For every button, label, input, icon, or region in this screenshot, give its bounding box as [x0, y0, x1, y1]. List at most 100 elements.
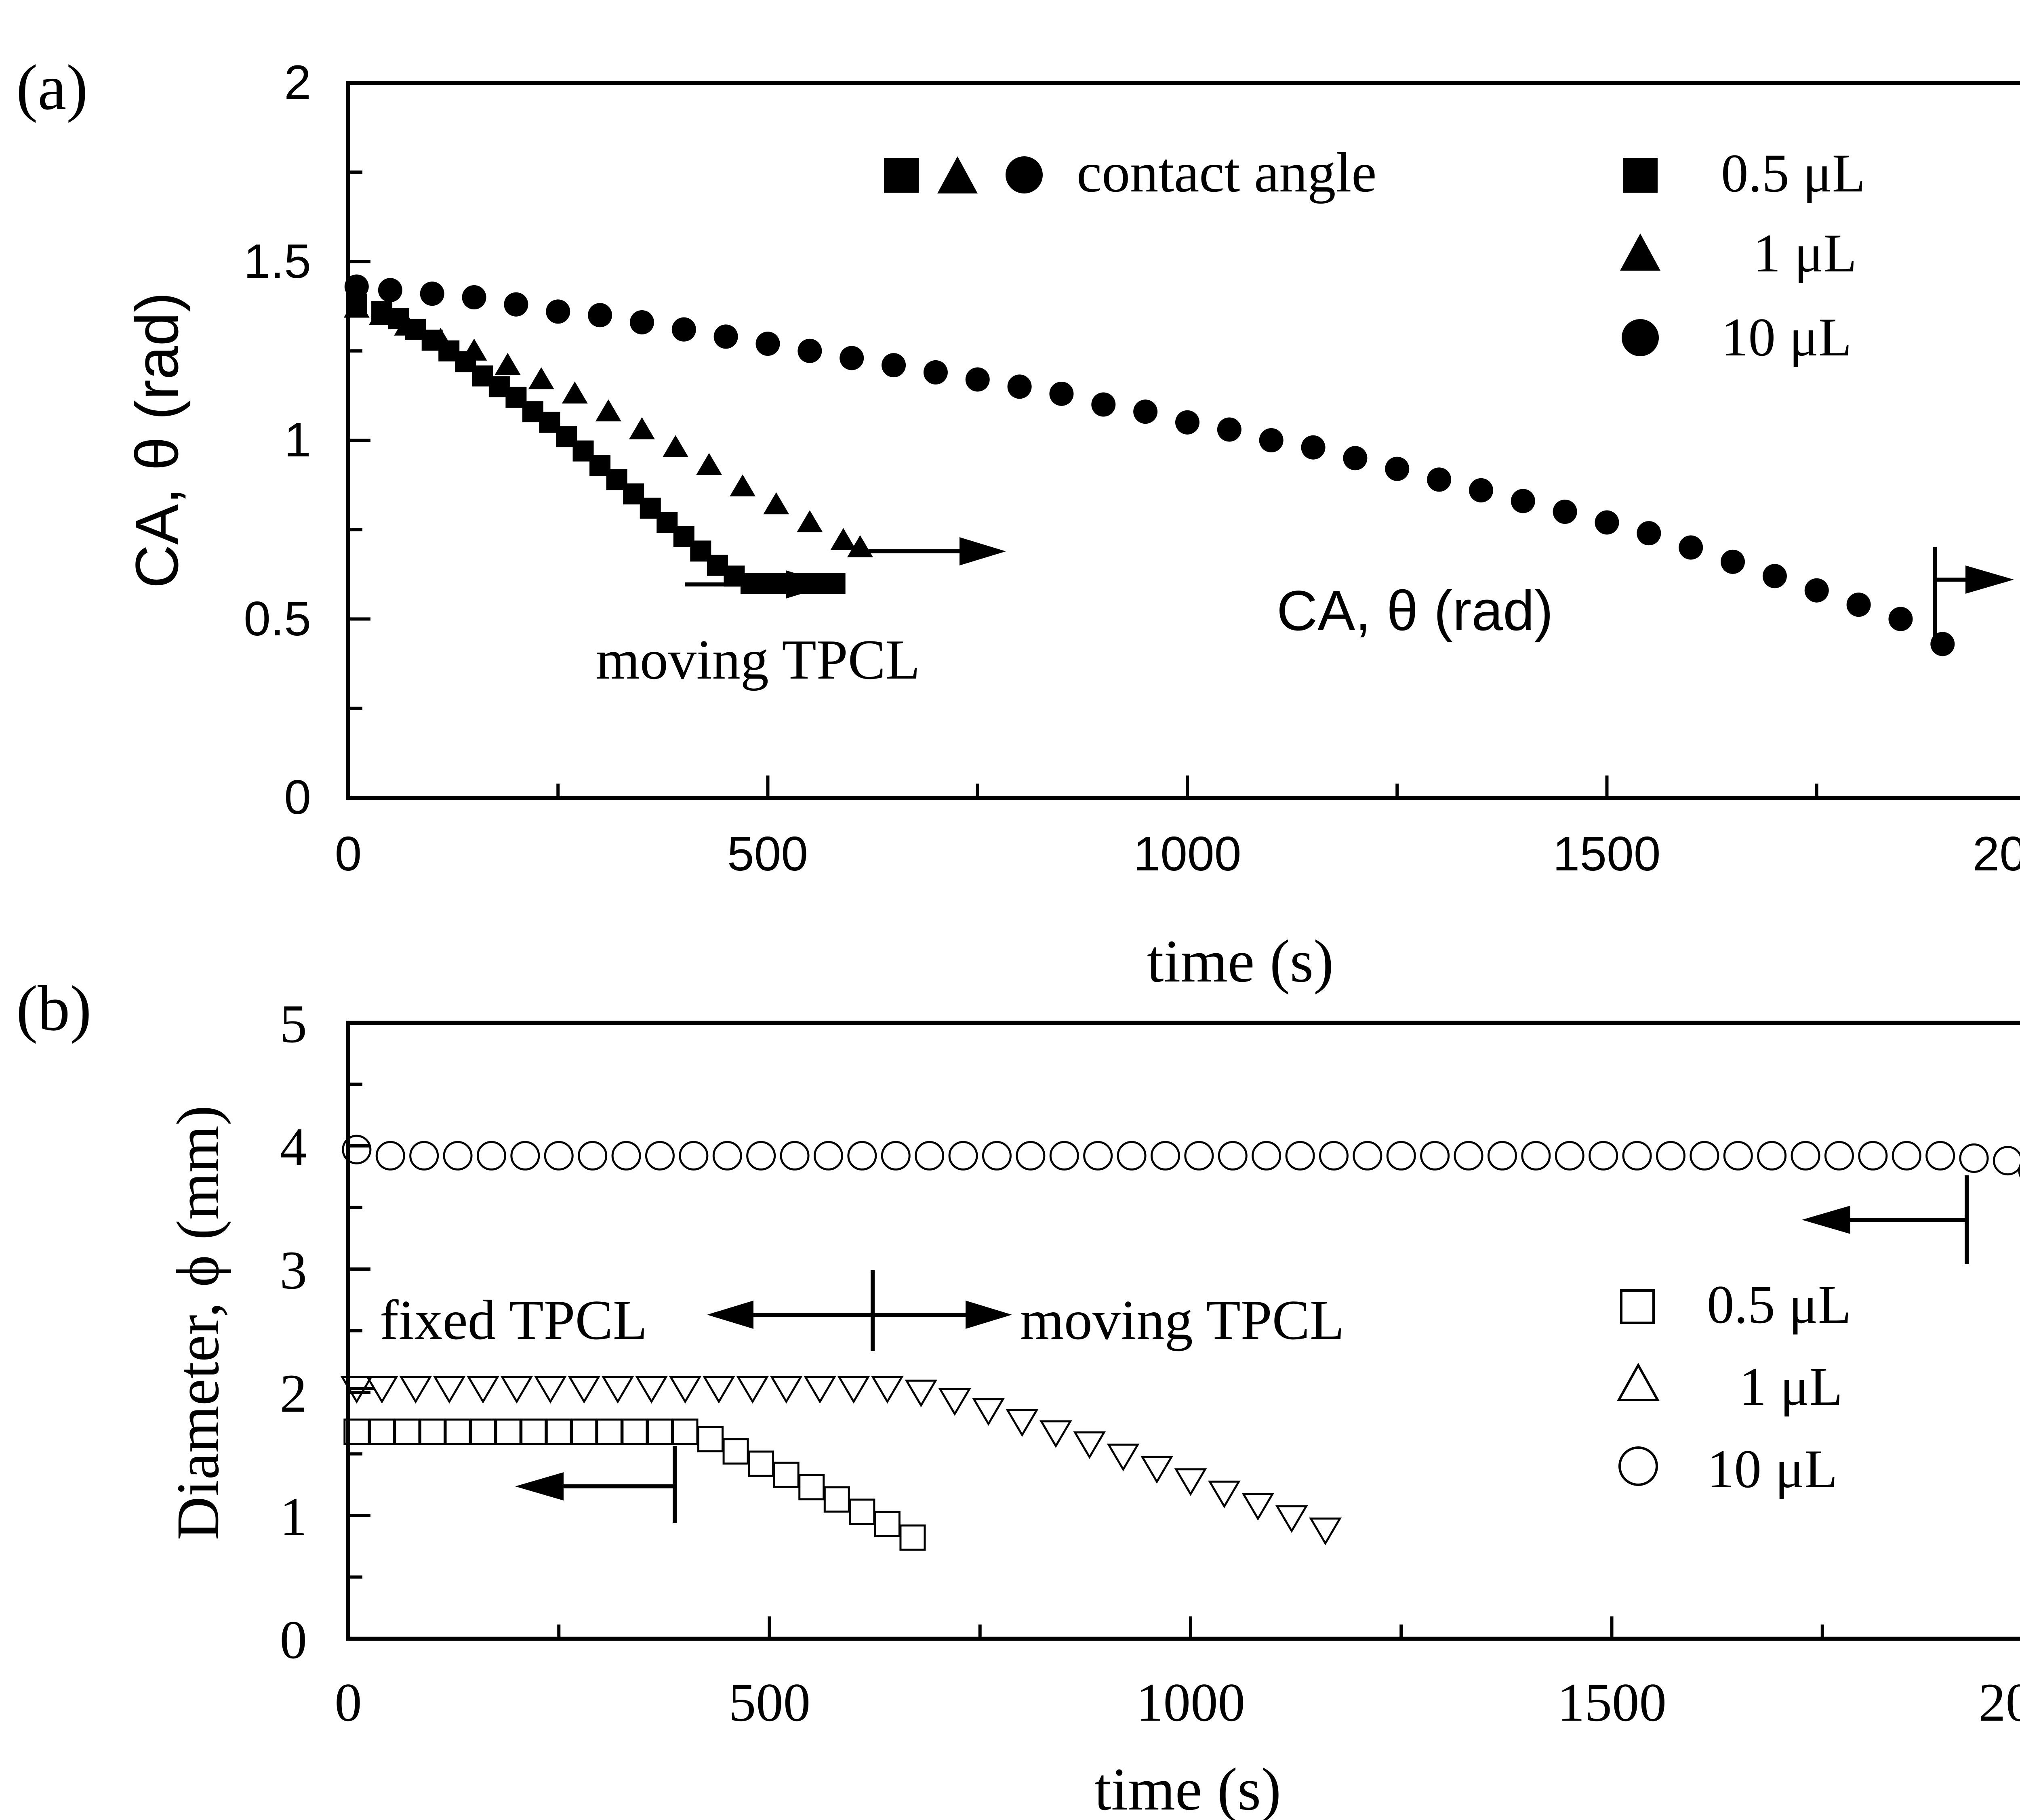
- data-point-a-series-2: [671, 317, 696, 342]
- panel-a-xtick-label: 1000: [1134, 827, 1241, 881]
- data-point-b-series-2: [1892, 1141, 1921, 1171]
- panel-a-legend-title: contact angle: [1077, 141, 1376, 204]
- data-point-a-series-1: [427, 328, 454, 350]
- data-point-b-series-1: [534, 1376, 567, 1404]
- data-point-b-series-0: [571, 1419, 598, 1445]
- panel-b-arrow-fixed-moving: [707, 1270, 1012, 1351]
- panel-b-ytick-label: 5: [280, 994, 307, 1054]
- data-point-b-series-2: [1184, 1141, 1214, 1171]
- data-point-b-series-2: [1959, 1143, 1989, 1173]
- legend-a-1uL-label: 1 μL: [1753, 223, 1857, 284]
- data-point-b-series-1: [1241, 1493, 1275, 1521]
- data-point-a-series-1: [369, 303, 395, 325]
- data-point-b-series-2: [1757, 1141, 1787, 1171]
- data-point-b-series-0: [470, 1419, 497, 1445]
- data-point-a-series-2: [1846, 593, 1871, 617]
- data-point-b-series-1: [770, 1376, 803, 1404]
- panel-b-arrow-0.5uL: [515, 1446, 677, 1523]
- data-point-b-series-0: [621, 1419, 648, 1445]
- data-point-b-series-2: [1723, 1141, 1753, 1171]
- data-point-a-series-1: [494, 353, 521, 375]
- data-point-b-series-2: [1016, 1141, 1046, 1171]
- data-point-b-series-2: [1690, 1141, 1719, 1171]
- panel-a-x-ticks: [347, 775, 1818, 798]
- legend-circle-filled-icon: [1006, 156, 1043, 193]
- data-point-b-series-1: [433, 1376, 466, 1404]
- panel-b-x-axis-title: time (s): [1094, 1756, 1281, 1820]
- data-point-b-series-0: [773, 1461, 800, 1488]
- data-point-b-series-1: [871, 1376, 904, 1404]
- data-point-b-series-1: [1309, 1517, 1342, 1545]
- data-point-b-series-2: [476, 1141, 506, 1171]
- panel-a-xtick-label: 500: [727, 827, 808, 881]
- data-point-b-series-2: [1521, 1141, 1551, 1171]
- data-point-b-series-1: [669, 1376, 702, 1404]
- data-point-b-series-2: [443, 1141, 473, 1171]
- panel-b-data-marks: [340, 1135, 2020, 1551]
- data-point-b-series-2: [1285, 1141, 1315, 1171]
- legend-b-10uL-icon: [1618, 1446, 1658, 1486]
- data-point-b-series-1: [736, 1376, 769, 1404]
- data-point-b-series-0: [697, 1426, 724, 1452]
- data-point-a-series-2: [1469, 478, 1493, 502]
- legend-b-1uL-label: 1 μL: [1739, 1357, 1843, 1417]
- data-point-b-series-0: [798, 1474, 825, 1501]
- data-point-b-series-0: [672, 1419, 699, 1445]
- data-point-b-series-2: [746, 1141, 776, 1171]
- data-point-b-series-2: [780, 1141, 810, 1171]
- data-point-b-series-2: [712, 1141, 742, 1171]
- data-point-a-series-2: [378, 278, 402, 303]
- data-point-b-series-2: [847, 1141, 877, 1171]
- data-point-b-series-1: [1208, 1480, 1241, 1509]
- panel-a-ytick-label: 2: [284, 55, 311, 109]
- data-point-b-series-2: [645, 1141, 675, 1171]
- data-point-b-series-1: [635, 1376, 668, 1404]
- panel-a-y-ticks: [348, 81, 370, 799]
- data-point-a-series-1: [562, 381, 588, 404]
- data-point-a-series-2: [1679, 535, 1703, 560]
- data-point-b-series-0: [495, 1419, 522, 1445]
- legend-a-10uL-label: 10 μL: [1721, 307, 1852, 368]
- data-point-b-series-2: [1420, 1141, 1450, 1171]
- data-point-b-series-2: [1824, 1141, 1854, 1171]
- panel-a-ytick-label: 0.5: [244, 592, 311, 646]
- data-point-b-series-2: [342, 1135, 372, 1164]
- legend-b-0.5uL-icon: [1620, 1289, 1655, 1324]
- panel-a-legend-title-group: contact angle: [884, 141, 1376, 204]
- data-point-a-series-2: [1175, 410, 1199, 435]
- data-point-b-series-2: [1252, 1141, 1281, 1171]
- legend-a-0.5uL-icon: [1623, 158, 1658, 193]
- data-point-b-series-1: [568, 1376, 601, 1404]
- data-point-b-series-2: [1487, 1141, 1517, 1171]
- data-point-b-series-2: [544, 1141, 574, 1171]
- data-point-b-series-2: [1117, 1141, 1147, 1171]
- data-point-a-series-2: [1259, 428, 1284, 452]
- data-point-b-series-2: [1218, 1141, 1248, 1171]
- panel-b-ytick-label: 3: [280, 1240, 307, 1301]
- panel-a-x-axis-title: time (s): [1147, 928, 1334, 995]
- data-point-a-series-2: [755, 332, 780, 356]
- data-point-a-series-2: [504, 292, 528, 317]
- panel-a-ytick-label: 0: [284, 770, 311, 824]
- data-point-b-series-2: [813, 1141, 843, 1171]
- data-point-b-series-1: [804, 1376, 836, 1404]
- data-point-b-series-1: [1174, 1468, 1207, 1496]
- panel-b-xtick-label: 500: [729, 1673, 811, 1733]
- data-point-b-series-2: [1858, 1141, 1888, 1171]
- data-point-a-series-2: [1091, 392, 1116, 417]
- panel-b-arrow-10uL: [1802, 1175, 1969, 1264]
- panel-b-x-ticks: [347, 1616, 1824, 1639]
- panel-b-xtick-label: 1000: [1136, 1673, 1245, 1733]
- panel-a-ytick-label: 1.5: [244, 234, 311, 288]
- data-point-b-series-0: [520, 1419, 547, 1445]
- data-point-a-series-2: [588, 303, 612, 328]
- panel-b-annotation-moving-tpcl: moving TPCL: [1020, 1289, 1345, 1351]
- data-point-b-series-0: [899, 1524, 926, 1551]
- data-point-b-series-0: [748, 1450, 774, 1477]
- data-point-b-series-2: [2018, 1163, 2020, 1178]
- data-point-b-series-1: [1039, 1420, 1072, 1448]
- legend-b-1uL-icon: [1616, 1362, 1660, 1401]
- panel-a-label: (a): [16, 51, 88, 123]
- data-point-b-series-2: [881, 1141, 911, 1171]
